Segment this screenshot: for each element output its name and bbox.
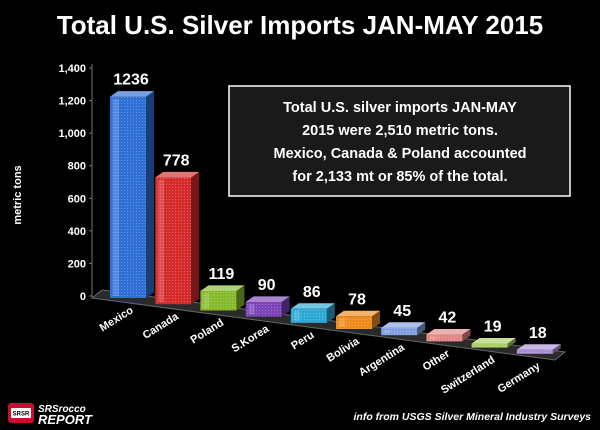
bar-side (146, 91, 154, 298)
bar-texture (155, 177, 192, 305)
value-label: 778 (163, 152, 190, 169)
bar-side (326, 303, 335, 323)
bar-top (381, 322, 426, 328)
bar-texture (516, 349, 553, 354)
bar-side (552, 344, 561, 354)
bar-poland (200, 285, 245, 311)
annotation-line-1: Total U.S. silver imports JAN-MAY (283, 100, 517, 116)
value-label: 90 (258, 277, 276, 294)
category-label: Argentina (357, 341, 408, 379)
bar-highlight (293, 310, 300, 321)
logo-line-2: REPORT (38, 412, 93, 427)
bar-top (290, 303, 335, 309)
bar-side (462, 328, 471, 342)
value-labels: 1236 778 119 90 86 78 45 42 19 18 (113, 72, 547, 342)
y-tick-label: 0 (80, 291, 86, 303)
bar-highlight (158, 179, 165, 303)
annotation-frame (228, 85, 571, 197)
bar-side (281, 296, 290, 317)
annotation-box: Total U.S. silver imports JAN-MAY 2015 w… (228, 85, 571, 197)
category-label: Peru (289, 329, 316, 352)
bar-switzerland (471, 338, 516, 348)
value-label: 86 (303, 284, 321, 301)
bar-texture (110, 96, 146, 298)
bar-top (245, 296, 290, 302)
bar-highlight (203, 293, 210, 309)
bar-mexico (110, 91, 154, 298)
annotation-line-4: for 2,133 mt or 85% of the total. (292, 169, 507, 185)
value-label: 45 (393, 303, 411, 320)
category-label: Poland (189, 317, 226, 347)
bar-other (426, 328, 471, 342)
value-label: 1236 (113, 72, 149, 89)
category-label: Germany (496, 360, 544, 396)
y-tick-label: 1,200 (58, 96, 86, 108)
y-tick-label: 1,400 (58, 63, 86, 75)
y-tick-label: 800 (68, 161, 86, 173)
srsrocco-logo: SRSR SRSrocco REPORT (8, 403, 93, 427)
category-label: S.Korea (230, 323, 272, 356)
bar-peru (290, 303, 335, 323)
bar-top (110, 91, 154, 97)
bar-highlight (384, 329, 391, 334)
bar-texture (245, 301, 282, 317)
bar-germany (516, 344, 561, 354)
bar-skorea (245, 296, 290, 317)
bar-canada (155, 171, 200, 305)
bar-side (417, 322, 426, 336)
annotation-line-2: 2015 were 2,510 metric tons. (302, 123, 498, 139)
y-tick-label: 200 (68, 258, 86, 270)
bar-texture (471, 343, 508, 348)
bar-top (155, 171, 200, 178)
bar-texture (426, 334, 463, 342)
bar-side (191, 171, 200, 305)
source-note: info from USGS Silver Mineral Industry S… (354, 411, 592, 423)
bar-side (507, 338, 516, 348)
y-axis-ticks: 0 200 400 600 800 1,000 1,200 1,400 (58, 63, 92, 303)
value-label: 42 (439, 310, 457, 327)
logo-icon-plate (11, 408, 31, 418)
y-tick-label: 1,000 (58, 128, 86, 140)
value-label: 78 (348, 291, 366, 308)
bar-texture (381, 327, 418, 336)
bar-highlight (113, 98, 119, 296)
category-label: Mexico (98, 304, 136, 334)
value-label: 119 (208, 266, 234, 283)
logo-icon-text: SRSR (13, 412, 30, 418)
bar-top (336, 310, 380, 317)
bar-top (471, 338, 516, 344)
bar-bolivia (336, 310, 380, 329)
y-tick-label: 400 (68, 226, 86, 238)
category-label: Bolivia (325, 335, 363, 365)
bar-series (110, 91, 561, 354)
bar-top (426, 328, 471, 335)
category-label: Other (421, 347, 453, 373)
category-label: Canada (141, 310, 182, 342)
bar-side (236, 285, 245, 311)
bar-texture (336, 316, 372, 329)
value-label: 19 (484, 319, 502, 336)
bar-top (516, 344, 561, 350)
logo-line-1: SRSrocco (38, 404, 86, 415)
bar-texture (200, 291, 237, 311)
bar-highlight (339, 318, 345, 327)
bar-argentina (381, 322, 426, 336)
value-label: 18 (529, 325, 547, 342)
bar-highlight (248, 303, 255, 315)
bar-top (200, 285, 245, 292)
y-tick-label: 600 (68, 193, 86, 205)
annotation-line-3: Mexico, Canada & Poland accounted (274, 146, 527, 162)
bar-highlight (429, 336, 436, 340)
bar-texture (290, 308, 327, 323)
bar-side (372, 310, 380, 329)
chart-title: Total U.S. Silver Imports JAN-MAY 2015 (57, 10, 543, 40)
y-axis-label: metric tons (12, 165, 24, 224)
